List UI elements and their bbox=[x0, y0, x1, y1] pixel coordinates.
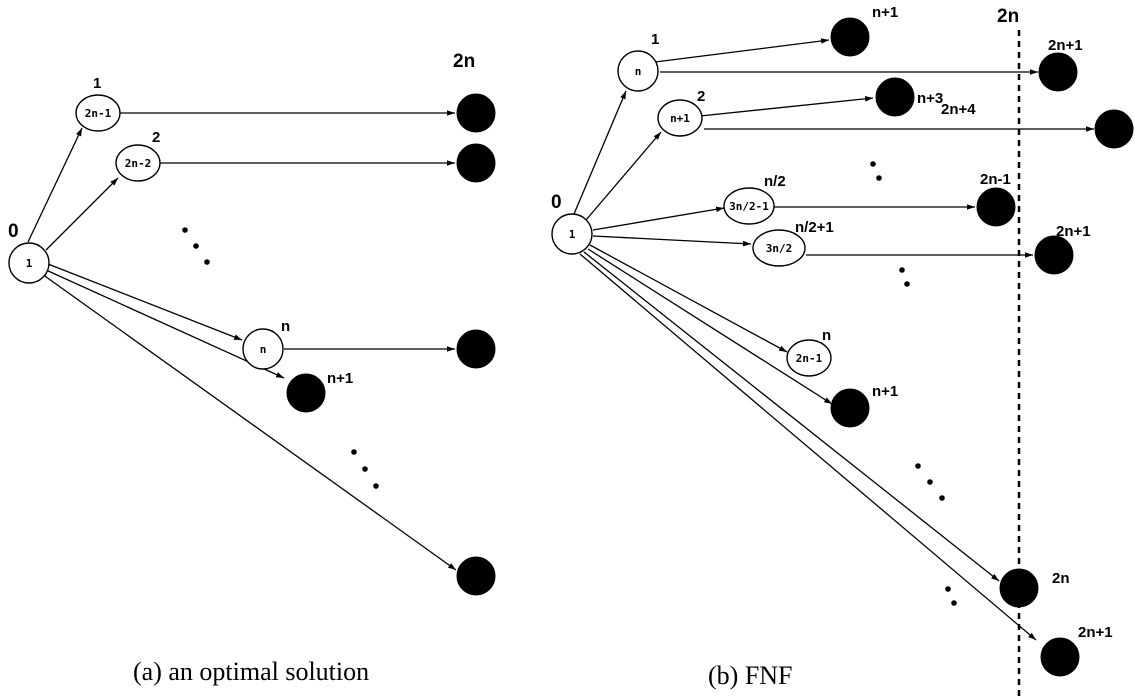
node-b-2nminus1 bbox=[976, 187, 1016, 227]
node-b-2-inner: n+1 bbox=[670, 112, 690, 125]
edge-a-root-last bbox=[41, 273, 457, 571]
node-a-end-1 bbox=[456, 93, 496, 133]
ellipsis-b-mid bbox=[899, 267, 910, 287]
label-a-0: 0 bbox=[8, 221, 19, 242]
node-b-nplus1-top bbox=[830, 17, 870, 57]
edge-b-root-2nplus1 bbox=[579, 253, 1037, 641]
edge-b-root-node1 bbox=[573, 90, 627, 215]
node-a-root bbox=[8, 242, 50, 284]
label-a-node2: 2 bbox=[152, 129, 160, 146]
node-b-root bbox=[551, 213, 593, 255]
node-b-2 bbox=[657, 99, 703, 137]
node-b-half-inner: 3n/2-1 bbox=[729, 200, 769, 213]
node-a-1 bbox=[75, 94, 121, 132]
label-b-nplus3: n+3 bbox=[917, 90, 943, 107]
node-b-nplus3 bbox=[875, 77, 915, 117]
node-b-half bbox=[723, 187, 775, 225]
node-b-2nplus1-b bbox=[1034, 235, 1074, 275]
edge-b-root-node2 bbox=[585, 131, 662, 221]
edge-b-root-2n bbox=[583, 251, 1000, 582]
label-b-2nplus1-c: 2n+1 bbox=[1078, 624, 1113, 641]
edge-b-node2-nplus3 bbox=[699, 96, 874, 117]
caption-b: (b) FNF bbox=[708, 661, 793, 690]
edge-b-root-noden bbox=[589, 244, 788, 353]
edge-b-root-nplus1 bbox=[587, 248, 833, 405]
edge-a-root-noden bbox=[47, 263, 243, 341]
label-b-node1: 1 bbox=[651, 31, 659, 48]
edge-a-root-node1 bbox=[27, 127, 83, 243]
node-b-1 bbox=[617, 50, 659, 92]
node-a-n-inner: n bbox=[260, 343, 267, 356]
edge-b-root-half1 bbox=[592, 235, 752, 247]
label-b-0: 0 bbox=[551, 192, 562, 213]
ellipsis-b-top bbox=[870, 161, 882, 181]
node-b-n-inner: 2n-1 bbox=[796, 352, 823, 365]
label-b-2n-top: 2n bbox=[997, 6, 1019, 27]
label-b-2nminus1: 2n-1 bbox=[980, 171, 1011, 188]
label-b-noden: n bbox=[822, 327, 831, 344]
panel-b-fnf: 1 n n+1 3n/2-1 3n/2 2n-1 0 2n 1 2 n/2 n/… bbox=[551, 4, 1134, 698]
edge-b-node1-nplus1 bbox=[654, 38, 830, 63]
ellipsis-b-lower bbox=[915, 463, 945, 501]
node-b-root-inner: 1 bbox=[569, 228, 576, 241]
panel-a-optimal-solution: 1 2n-1 2n-2 n 0 2n 1 2 n n+1 (a) an opti… bbox=[8, 51, 496, 686]
edge-b-root-half bbox=[592, 206, 725, 231]
label-b-2nplus4: 2n+4 bbox=[941, 101, 976, 118]
node-b-2nplus1-a bbox=[1038, 52, 1078, 92]
node-b-2nplus1-c bbox=[1040, 637, 1080, 677]
label-b-2n-bottom: 2n bbox=[1052, 570, 1070, 587]
label-a-nplus1: n+1 bbox=[327, 370, 353, 387]
node-a-2-inner: 2n-2 bbox=[125, 157, 152, 170]
label-b-nplus1-top: n+1 bbox=[872, 4, 898, 21]
label-b-2nplus1-b: 2n+1 bbox=[1056, 223, 1091, 240]
ellipsis-a-lower bbox=[351, 449, 379, 489]
edge-a-root-node2 bbox=[45, 177, 119, 251]
label-a-node1: 1 bbox=[93, 75, 101, 92]
node-a-2 bbox=[115, 144, 161, 182]
node-b-half1 bbox=[752, 229, 806, 267]
node-a-nplus1 bbox=[286, 373, 326, 413]
label-b-node2: 2 bbox=[697, 88, 705, 105]
node-a-1-inner: 2n-1 bbox=[85, 107, 112, 120]
node-b-2n-bottom bbox=[999, 568, 1039, 608]
node-a-end-last bbox=[456, 556, 496, 596]
node-a-end-2 bbox=[456, 143, 496, 183]
ellipsis-b-bottom bbox=[945, 586, 957, 606]
caption-a: (a) an optimal solution bbox=[133, 657, 369, 686]
node-b-2nplus4 bbox=[1094, 109, 1134, 149]
edge-a-root-nplus1 bbox=[45, 269, 285, 379]
node-a-n bbox=[242, 328, 284, 370]
ellipsis-a-upper bbox=[182, 227, 210, 265]
node-b-1-inner: n bbox=[635, 65, 642, 78]
label-b-half1: n/2+1 bbox=[795, 219, 834, 236]
label-b-nplus1-mid: n+1 bbox=[872, 383, 898, 400]
node-b-half1-inner: 3n/2 bbox=[766, 242, 793, 255]
label-a-noden: n bbox=[281, 318, 290, 335]
node-b-nplus1-mid bbox=[830, 388, 870, 428]
node-a-end-n bbox=[456, 329, 496, 369]
label-b-2nplus1-a: 2n+1 bbox=[1048, 37, 1083, 54]
node-a-root-inner: 1 bbox=[26, 257, 33, 270]
label-b-half: n/2 bbox=[764, 173, 786, 190]
node-b-n bbox=[786, 339, 832, 377]
label-a-2n: 2n bbox=[453, 51, 475, 72]
